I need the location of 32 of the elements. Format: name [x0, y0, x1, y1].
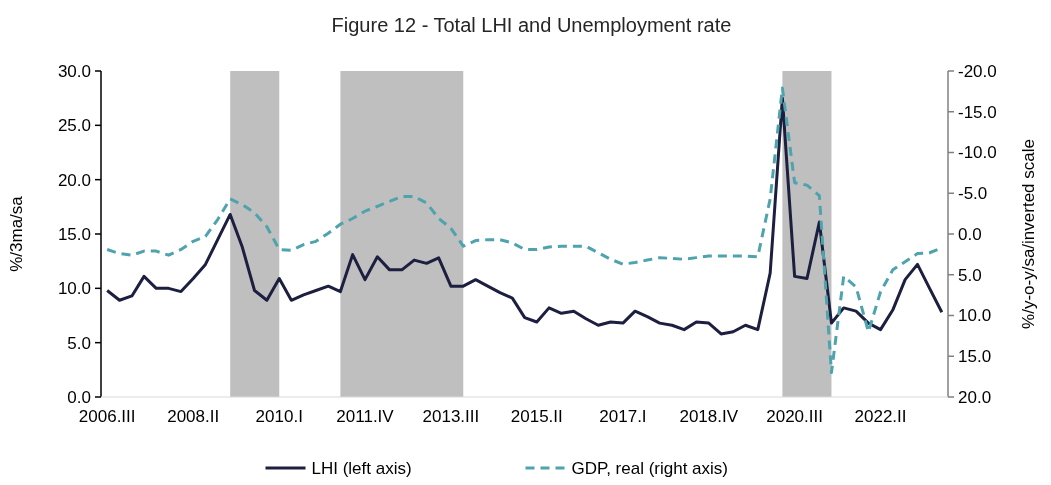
y-tick-label: 25.0 [57, 116, 91, 136]
x-tick-label: 2011.IV [336, 407, 395, 426]
x-tick-label: 2015.II [510, 407, 563, 426]
x-tick-label: 2017.I [599, 407, 647, 426]
y2-tick-label: 5.0 [958, 265, 982, 285]
legend-label: LHI (left axis) [311, 458, 412, 478]
y-tick-label: 30.0 [57, 61, 91, 81]
y2-tick-label: -15.0 [958, 102, 997, 122]
y2-tick-label: 10.0 [958, 306, 992, 326]
y-tick-label: 0.0 [67, 387, 91, 407]
y-tick-label: 20.0 [57, 170, 91, 190]
line-series [105, 96, 944, 336]
x-tick-label: 2020.III [766, 407, 823, 426]
y-tick-label: 5.0 [67, 333, 91, 353]
y2-tick-label: -20.0 [958, 61, 997, 81]
chart-title: Figure 12 - Total LHI and Unemployment rate [331, 14, 732, 36]
y-axis-title: %/3ma/sa [7, 195, 26, 272]
y2-tick-label: 0.0 [958, 224, 982, 244]
x-tick-label: 2013.III [422, 407, 480, 426]
x-tick-label: 2006.III [78, 407, 136, 426]
x-tick-label: 2018.IV [679, 407, 739, 426]
y-tick-label: 15.0 [57, 224, 91, 244]
y2-tick-label: 15.0 [958, 347, 992, 367]
y2-tick-label: 20.0 [958, 387, 992, 407]
y2-tick-label: -5.0 [958, 184, 988, 204]
x-tick-label: 2010.I [255, 407, 303, 426]
y2-tick-label: -10.0 [958, 143, 997, 163]
x-tick-label: 2008.II [167, 407, 220, 426]
legend-label: GDP, real (right axis) [571, 458, 729, 478]
y2-axis-title: %/y-o-y/sa/inverted scale [1019, 139, 1038, 329]
y-tick-label: 10.0 [57, 279, 91, 299]
x-tick-label: 2022.II [854, 407, 907, 426]
